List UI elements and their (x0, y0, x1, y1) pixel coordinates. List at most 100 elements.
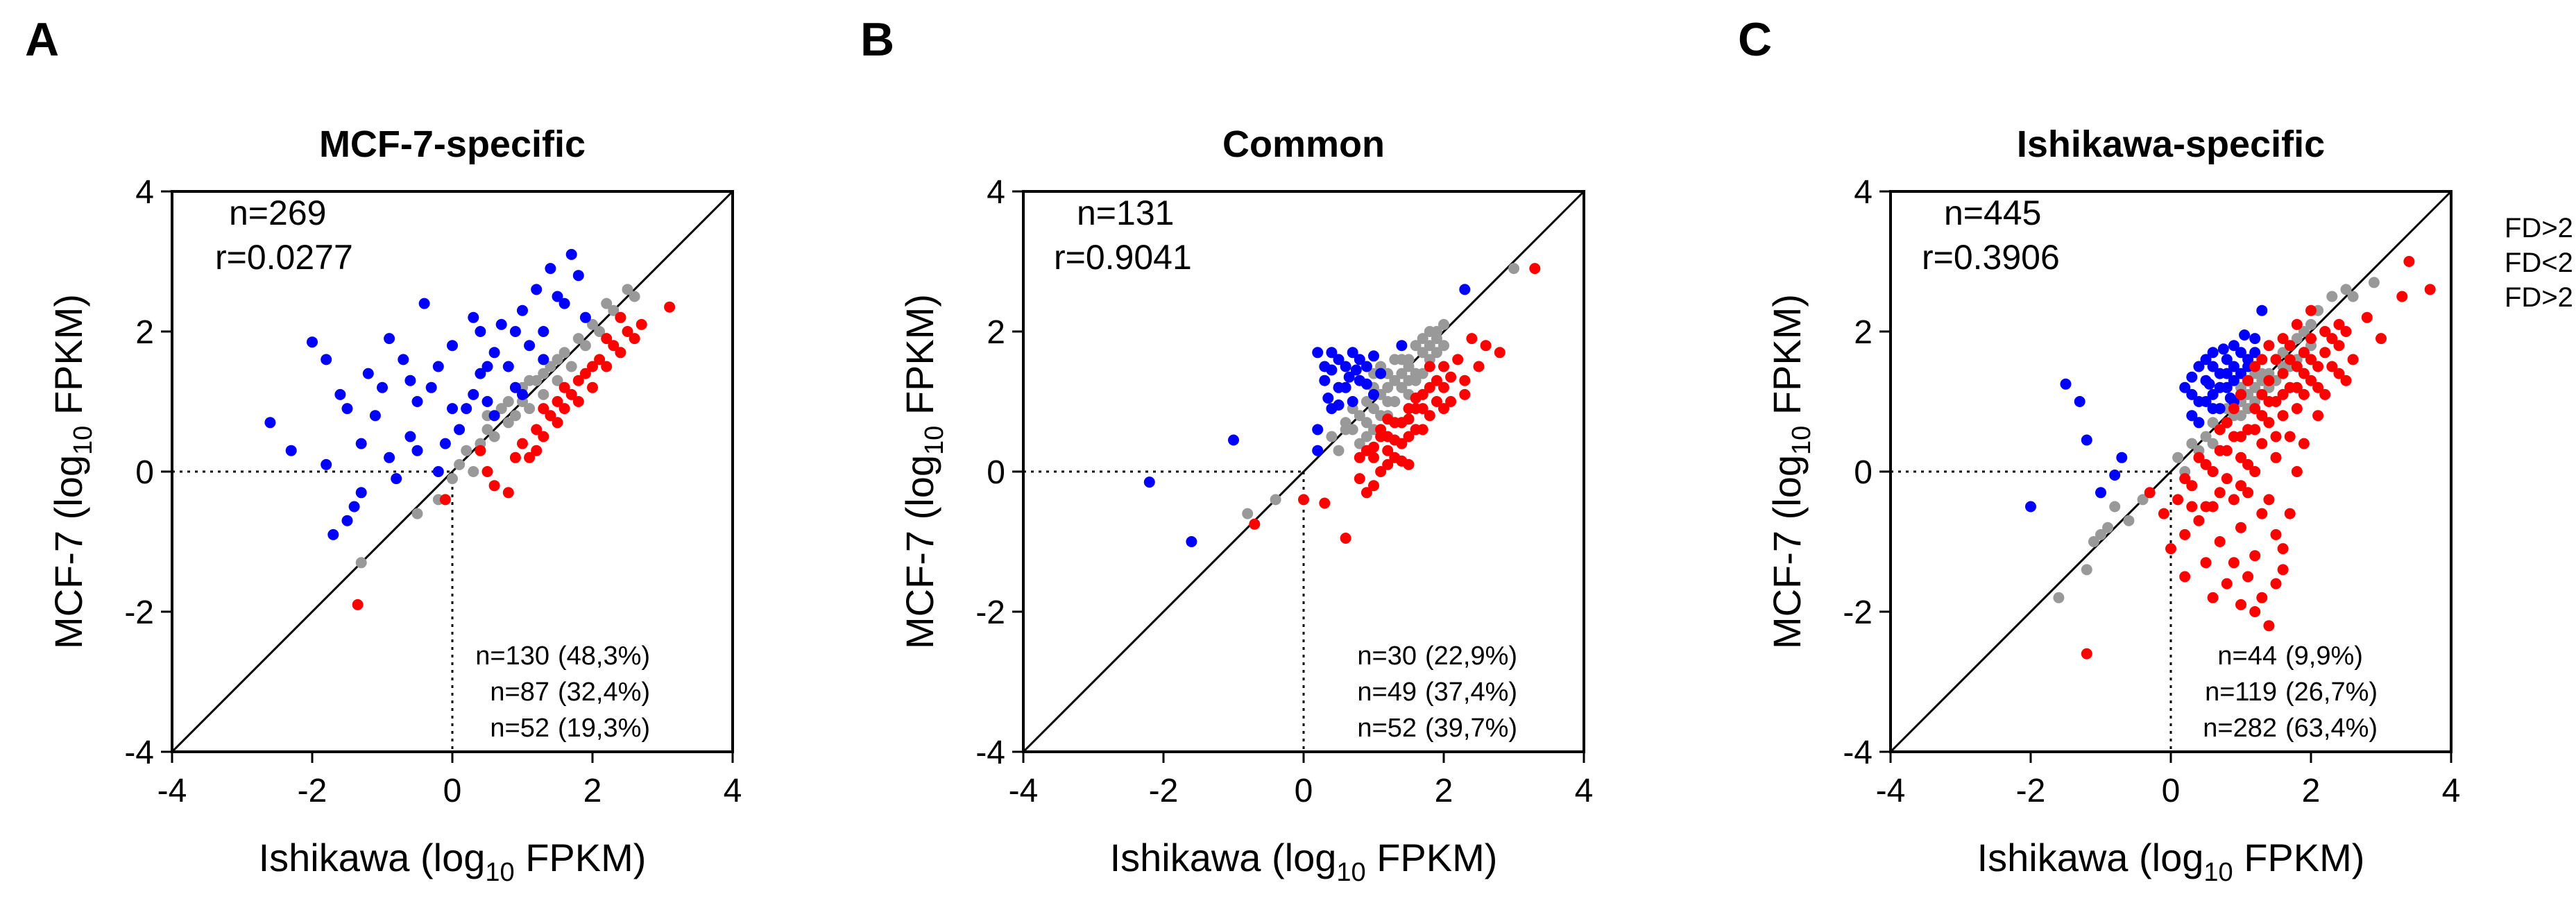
scatter-point (552, 291, 563, 302)
scatter-point (2333, 318, 2345, 330)
scatter-point (629, 291, 640, 302)
scatter-point (579, 368, 591, 379)
scatter-point (1143, 476, 1155, 488)
scatter-point (1473, 361, 1485, 372)
scatter-point (2137, 494, 2149, 506)
scatter-point (587, 318, 598, 330)
scatter-point (572, 375, 584, 386)
scatter-point (552, 375, 563, 386)
x-tick-label: -2 (2016, 773, 2046, 809)
scatter-point (2214, 424, 2226, 436)
scatter-point (2319, 388, 2331, 400)
scatter-point (2242, 375, 2254, 386)
scatter-point (404, 375, 416, 386)
scatter-point (321, 354, 332, 365)
scatter-point (2179, 571, 2191, 583)
legend-item-fd-gt-2-blue: FD>2 (2505, 213, 2573, 243)
scatter-point (531, 445, 543, 456)
scatter-point (2235, 599, 2246, 610)
scatter-point (2242, 571, 2254, 583)
scatter-point (2025, 501, 2036, 513)
scatter-point (1368, 403, 1379, 415)
scatter-point (1424, 381, 1435, 393)
scatter-point (2060, 378, 2072, 390)
scatter-point (2277, 333, 2289, 345)
scatter-point (565, 248, 577, 260)
scatter-point (2340, 326, 2352, 337)
scatter-point (2224, 393, 2236, 404)
scatter-point (2368, 277, 2380, 289)
x-tick-label: 4 (724, 773, 742, 809)
count-pct: (48,3%) (558, 642, 650, 671)
scatter-point (1403, 431, 1415, 442)
scatter-point (2256, 388, 2268, 400)
scatter-point (2193, 361, 2205, 372)
scatter-point (1382, 413, 1394, 425)
y-tick-label: -2 (1843, 594, 1873, 631)
scatter-point (538, 368, 549, 379)
scatter-point (572, 396, 584, 407)
scatter-point (377, 381, 388, 393)
x-ticks: -4 -2 0 2 4 (1876, 752, 2460, 809)
scatter-point (517, 438, 528, 449)
scatter-point (1343, 371, 1355, 383)
scatter-point (2242, 458, 2254, 470)
scatter-point (2221, 445, 2233, 456)
scatter-point (1322, 393, 1334, 404)
scatter-point (1417, 347, 1428, 359)
plot-frame (171, 190, 734, 753)
scatter-point (2249, 403, 2261, 415)
scatter-point (2200, 458, 2212, 470)
scatter-point (2277, 564, 2289, 576)
scatter-point (1431, 396, 1442, 407)
y-tick-label: 4 (135, 174, 154, 211)
scatter-point (2340, 375, 2352, 386)
scatter-point (2053, 592, 2065, 603)
scatter-point (2214, 381, 2226, 393)
panel-letter: C (1738, 13, 1772, 66)
scatter-point (1326, 364, 1338, 376)
scatter-points (2025, 256, 2436, 660)
scatter-point (587, 381, 598, 393)
scatter-point (2193, 396, 2205, 407)
x-tick-label: -4 (157, 773, 187, 809)
scatter-point (495, 403, 507, 415)
scatter-point (558, 403, 570, 415)
panel-title: Common (1222, 123, 1385, 165)
scatter-point (2116, 451, 2128, 463)
scatter-point (538, 388, 549, 400)
scatter-point (538, 326, 549, 337)
count-pct: (19,3%) (558, 714, 650, 743)
x-tick-label: 4 (1575, 773, 1594, 809)
scatter-points (1143, 263, 1541, 547)
scatter-point (2214, 536, 2226, 547)
scatter-point (2305, 354, 2317, 365)
scatter-point (2305, 333, 2317, 345)
scatter-point (2207, 592, 2219, 603)
scatter-point (2298, 388, 2310, 400)
scatter-point (1368, 388, 1379, 400)
scatter-point (2298, 368, 2310, 379)
scatter-point (2424, 284, 2436, 295)
scatter-point (1186, 536, 1197, 547)
scatter-point (1529, 263, 1541, 275)
scatter-point (545, 263, 556, 275)
scatter-point (572, 270, 584, 282)
scatter-point (608, 340, 620, 352)
scatter-point (2217, 343, 2229, 355)
scatter-point (411, 508, 423, 519)
scatter-point (461, 445, 472, 456)
count-pct: (63,4%) (2285, 714, 2378, 743)
scatter-point (355, 438, 367, 449)
scatter-point (1326, 347, 1338, 359)
count-n: n=87 (490, 678, 549, 707)
scatter-point (425, 381, 437, 393)
scatter-point (1340, 417, 1351, 429)
scatter-point (2228, 557, 2240, 569)
scatter-point (2319, 347, 2331, 359)
scatter-point (2277, 543, 2289, 555)
scatter-point (1417, 368, 1428, 379)
scatter-point (2305, 304, 2317, 316)
x-tick-label: -4 (1876, 773, 1906, 809)
scatter-point (2270, 354, 2282, 365)
